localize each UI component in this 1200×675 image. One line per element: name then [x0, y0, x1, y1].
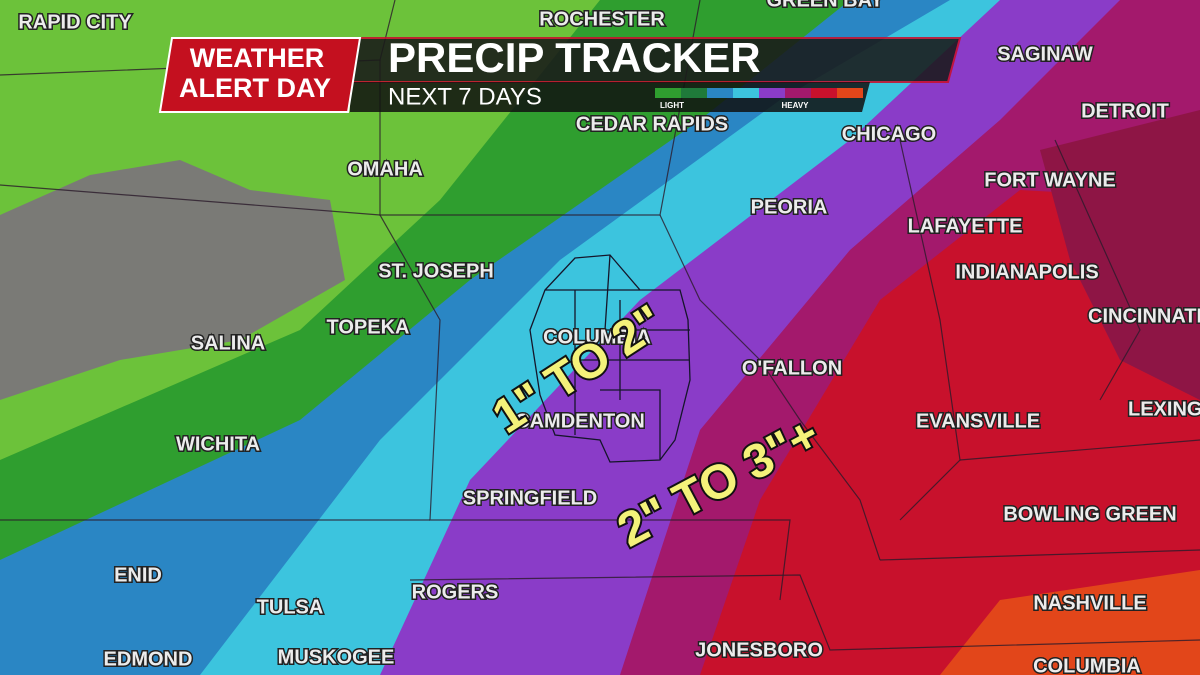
city-label: SAGINAW: [997, 43, 1093, 65]
city-label: O'FALLON: [742, 357, 842, 379]
title: PRECIP TRACKER: [388, 34, 761, 81]
city-label: COLUMBIA: [1033, 655, 1141, 675]
city-label: EDMOND: [104, 648, 193, 670]
city-label: FORT WAYNE: [984, 169, 1116, 191]
city-label: LEXINGTON: [1128, 398, 1200, 420]
city-label: CEDAR RAPIDS: [576, 113, 728, 135]
city-label: MUSKOGEE: [278, 646, 395, 668]
city-label: CAMDENTON: [515, 410, 645, 432]
city-label: DETROIT: [1081, 100, 1169, 122]
legend-label: HEAVY: [782, 101, 810, 110]
city-label: TULSA: [257, 596, 324, 618]
city-label: EVANSVILLE: [916, 410, 1040, 432]
state-borders: [0, 0, 1200, 651]
badge-text: ALERT DAY: [179, 73, 331, 103]
header: WEATHER ALERT DAY PRECIP TRACKER NEXT 7 …: [158, 34, 962, 113]
badge-text: WEATHER: [190, 43, 325, 73]
city-label: ENID: [114, 564, 162, 586]
city-label: LAFAYETTE: [908, 215, 1023, 237]
city-label: ST. JOSEPH: [378, 260, 494, 282]
subtitle: NEXT 7 DAYS: [388, 83, 542, 110]
city-label: BOWLING GREEN: [1003, 503, 1176, 525]
city-label: ROCHESTER: [539, 8, 665, 30]
city-label: GREEN BAY: [766, 0, 884, 11]
county-outlines: [529, 254, 691, 463]
legend-bar: [655, 88, 863, 98]
legend-label: LIGHT: [660, 101, 684, 110]
city-label: TOPEKA: [327, 316, 410, 338]
city-label: JONESBORO: [695, 639, 823, 661]
city-label: RAPID CITY: [18, 11, 132, 33]
city-label: WICHITA: [176, 433, 260, 455]
city-label: INDIANAPOLIS: [955, 261, 1098, 283]
city-label: SPRINGFIELD: [463, 487, 597, 509]
city-label: OMAHA: [347, 158, 423, 180]
city-label: SALINA: [191, 332, 265, 354]
city-label: CHICAGO: [842, 123, 936, 145]
city-labels: RAPID CITY ROCHESTER GREEN BAY SAGINAW D…: [17, 0, 1200, 675]
city-label: NASHVILLE: [1033, 592, 1146, 614]
city-label: ROGERS: [412, 581, 499, 603]
city-label: COLUMBIA: [543, 326, 651, 348]
city-label: PEORIA: [751, 196, 828, 218]
city-label: CINCINNATI: [1088, 305, 1200, 327]
